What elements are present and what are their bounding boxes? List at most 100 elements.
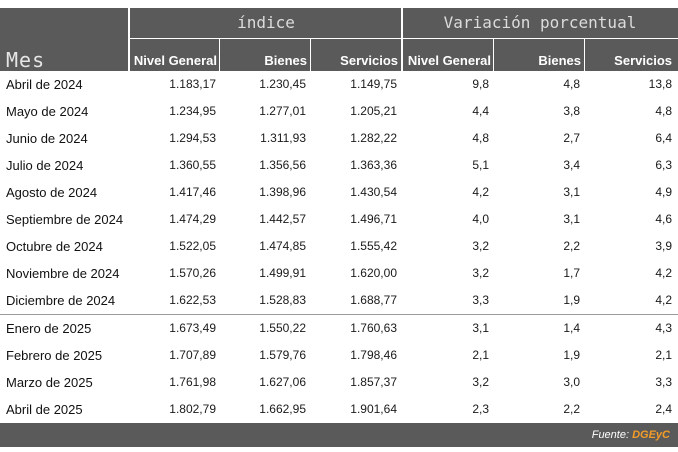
cell-indice-bienes: 1.398,96 xyxy=(259,185,306,199)
cell-var-general: 2,3 xyxy=(472,402,489,416)
cell-indice-bienes: 1.579,76 xyxy=(259,348,306,362)
cell-indice-general: 1.234,95 xyxy=(169,104,216,118)
cell-indice-servicios: 1.688,77 xyxy=(350,293,397,307)
cell-var-servicios: 4,3 xyxy=(655,321,672,335)
cell-indice-servicios: 1.496,71 xyxy=(350,212,397,226)
cell-var-bienes: 3,1 xyxy=(563,185,580,199)
table-body: Abril de 2024 1.183,17 1.230,45 1.149,75 9,8… xyxy=(0,71,678,423)
cell-indice-servicios: 1.555,42 xyxy=(350,239,397,253)
cell-var-general: 3,2 xyxy=(472,375,489,389)
cell-mes: Julio de 2024 xyxy=(6,158,84,173)
col-header-var-bienes: Bienes xyxy=(538,53,581,68)
header-divider xyxy=(493,39,494,71)
cell-indice-bienes: 1.311,93 xyxy=(260,131,306,145)
cell-var-servicios: 4,2 xyxy=(655,293,672,307)
cell-mes: Octubre de 2024 xyxy=(6,239,103,254)
header-divider xyxy=(219,39,220,71)
year-separator xyxy=(0,314,678,315)
header-divider xyxy=(130,38,678,39)
table-row: Septiembre de 2024 1.474,29 1.442,57 1.496,… xyxy=(0,206,678,233)
table-row: Agosto de 2024 1.417,46 1.398,96 1.430,54 4,… xyxy=(0,179,678,206)
cell-indice-servicios: 1.363,36 xyxy=(350,158,397,172)
source-note: Fuente: DGEyC xyxy=(592,423,670,447)
cell-indice-bienes: 1.474,85 xyxy=(259,239,306,253)
ipc-table: Mes índice Variación porcentual Nivel Ge… xyxy=(0,8,678,447)
cell-var-servicios: 2,4 xyxy=(655,402,672,416)
cell-indice-servicios: 1.620,00 xyxy=(350,266,397,280)
cell-indice-general: 1.522,05 xyxy=(169,239,216,253)
cell-indice-bienes: 1.627,06 xyxy=(259,375,306,389)
cell-var-bienes: 2,2 xyxy=(563,402,580,416)
cell-var-bienes: 1,9 xyxy=(563,348,580,362)
col-header-indice-servicios: Servicios xyxy=(340,53,398,68)
source-label: Fuente: xyxy=(591,429,630,441)
table-row: Junio de 2024 1.294,53 1.311,93 1.282,22 4,8… xyxy=(0,125,678,152)
cell-var-servicios: 6,3 xyxy=(655,158,672,172)
cell-indice-servicios: 1.430,54 xyxy=(350,185,397,199)
table-row: Abril de 2025 1.802,79 1.662,95 1.901,64 2,3… xyxy=(0,396,678,423)
header-divider xyxy=(401,8,403,71)
cell-var-general: 2,1 xyxy=(472,348,489,362)
cell-var-servicios: 3,9 xyxy=(655,239,672,253)
cell-var-bienes: 4,8 xyxy=(563,77,580,91)
cell-indice-general: 1.474,29 xyxy=(169,212,216,226)
cell-var-servicios: 2,1 xyxy=(655,348,672,362)
cell-indice-bienes: 1.499,91 xyxy=(259,266,306,280)
cell-indice-general: 1.294,53 xyxy=(169,131,216,145)
table-row: Noviembre de 2024 1.570,26 1.499,91 1.620,0… xyxy=(0,260,678,287)
cell-indice-general: 1.707,89 xyxy=(169,348,216,362)
cell-var-servicios: 6,4 xyxy=(655,131,672,145)
table-row: Enero de 2025 1.673,49 1.550,22 1.760,63 3,1… xyxy=(0,315,678,342)
cell-var-bienes: 1,7 xyxy=(563,266,580,280)
header-divider xyxy=(310,39,311,71)
cell-var-general: 4,4 xyxy=(472,104,489,118)
table-row: Mayo de 2024 1.234,95 1.277,01 1.205,21 4,4 3… xyxy=(0,98,678,125)
col-header-indice-general: Nivel General xyxy=(133,53,217,68)
cell-var-bienes: 3,1 xyxy=(563,212,580,226)
cell-var-servicios: 4,2 xyxy=(655,266,672,280)
cell-var-general: 3,2 xyxy=(472,239,489,253)
cell-var-servicios: 3,3 xyxy=(655,375,672,389)
table-row: Julio de 2024 1.360,55 1.356,56 1.363,36 5,1… xyxy=(0,152,678,179)
source-name: DGEyC xyxy=(632,429,670,441)
cell-indice-servicios: 1.282,22 xyxy=(350,131,397,145)
variacion-group-header: Variación porcentual xyxy=(443,13,637,32)
cell-var-bienes: 3,4 xyxy=(563,158,580,172)
col-header-var-servicios: Servicios xyxy=(614,53,672,68)
cell-mes: Agosto de 2024 xyxy=(6,185,98,200)
col-header-indice-bienes: Bienes xyxy=(264,53,307,68)
cell-indice-general: 1.570,26 xyxy=(169,266,216,280)
cell-mes: Abril de 2025 xyxy=(6,402,83,417)
cell-indice-general: 1.360,55 xyxy=(169,158,216,172)
cell-indice-bienes: 1.230,45 xyxy=(259,77,306,91)
cell-var-bienes: 1,9 xyxy=(563,293,580,307)
table-row: Abril de 2024 1.183,17 1.230,45 1.149,75 9,8… xyxy=(0,71,678,98)
cell-indice-bienes: 1.356,56 xyxy=(259,158,306,172)
cell-indice-bienes: 1.550,22 xyxy=(259,321,306,335)
cell-var-bienes: 2,2 xyxy=(563,239,580,253)
cell-var-general: 4,2 xyxy=(472,185,489,199)
cell-var-general: 4,8 xyxy=(472,131,489,145)
cell-var-servicios: 4,6 xyxy=(655,212,672,226)
cell-var-bienes: 3,0 xyxy=(563,375,580,389)
indice-group-header: índice xyxy=(237,13,295,32)
table-footer: Fuente: DGEyC xyxy=(0,423,678,447)
header-divider xyxy=(128,8,130,71)
table-row: Octubre de 2024 1.522,05 1.474,85 1.555,42 3… xyxy=(0,233,678,260)
cell-indice-general: 1.802,79 xyxy=(169,402,216,416)
cell-mes: Septiembre de 2024 xyxy=(6,212,124,227)
cell-indice-general: 1.417,46 xyxy=(169,185,216,199)
cell-var-general: 3,1 xyxy=(472,321,489,335)
cell-mes: Marzo de 2025 xyxy=(6,375,93,390)
cell-var-general: 5,1 xyxy=(472,158,489,172)
cell-var-servicios: 4,9 xyxy=(655,185,672,199)
cell-indice-general: 1.622,53 xyxy=(169,293,216,307)
cell-indice-bienes: 1.528,83 xyxy=(259,293,306,307)
mes-column-header: Mes xyxy=(6,48,46,72)
cell-var-general: 3,2 xyxy=(472,266,489,280)
cell-mes: Junio de 2024 xyxy=(6,131,88,146)
cell-var-general: 4,0 xyxy=(472,212,489,226)
cell-indice-bienes: 1.662,95 xyxy=(259,402,306,416)
cell-indice-servicios: 1.205,21 xyxy=(350,104,397,118)
cell-mes: Febrero de 2025 xyxy=(6,348,103,363)
